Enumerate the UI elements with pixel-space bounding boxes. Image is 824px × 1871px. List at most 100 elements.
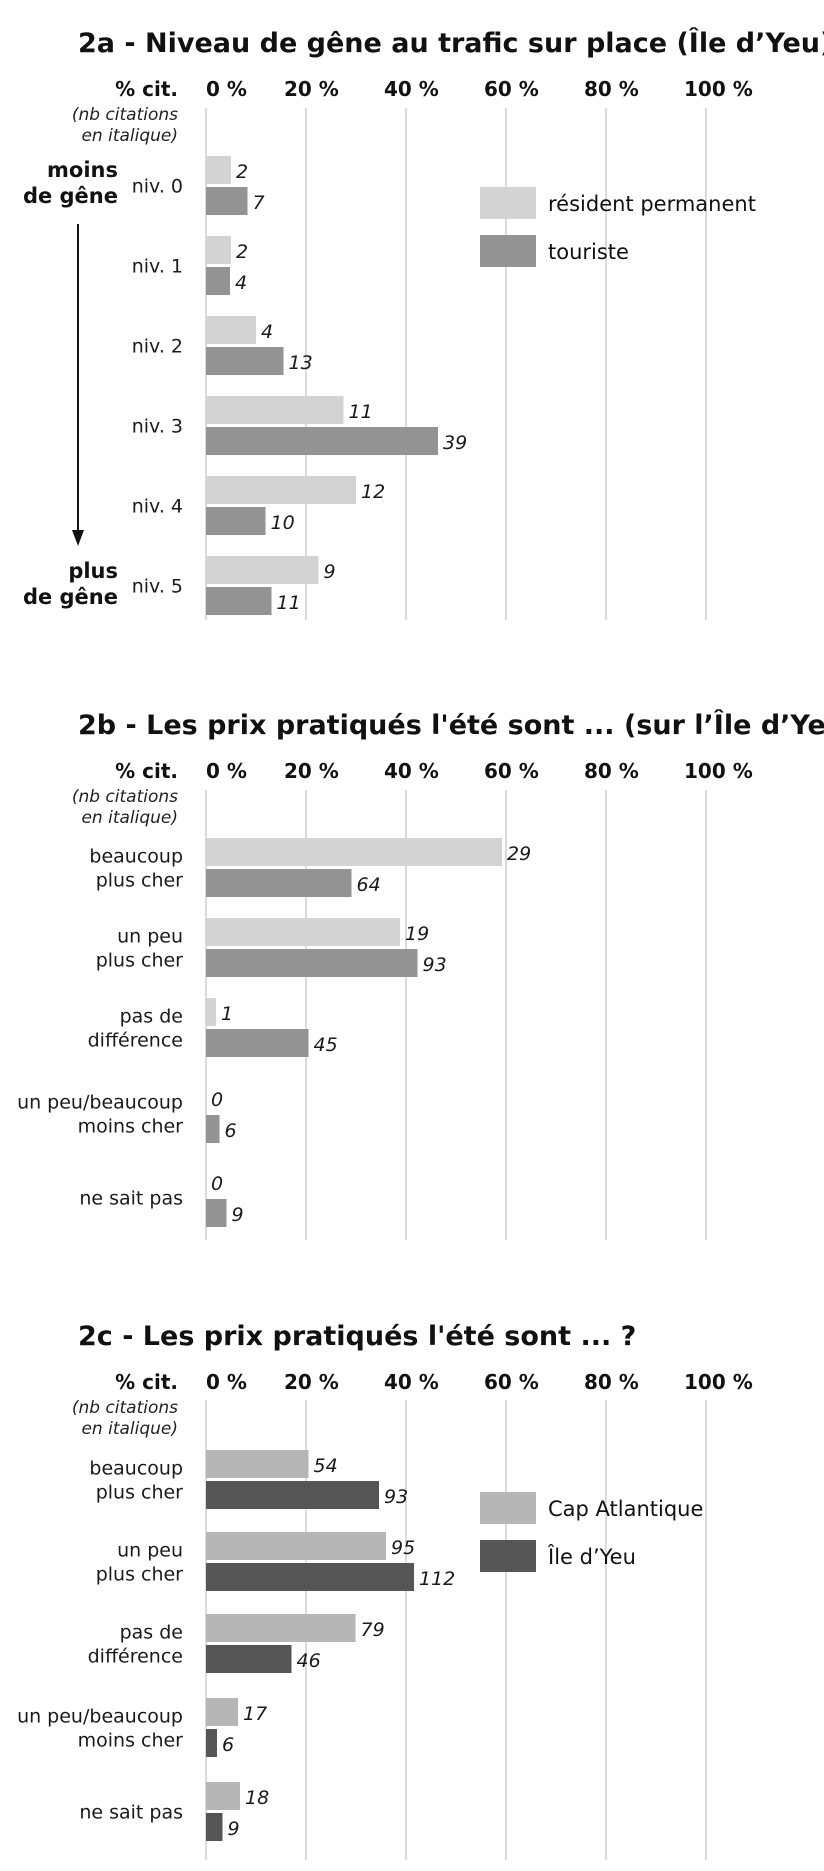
x-tick-label: 20 % — [284, 77, 339, 101]
data-label: 9 — [228, 1818, 240, 1840]
bar — [206, 267, 230, 295]
axis-note: en italique) — [81, 126, 178, 146]
chart-3: 2c - Les prix pratiqués l'été sont ... ?… — [17, 1321, 753, 1860]
bar — [206, 396, 344, 424]
axis-label: % cit. — [115, 759, 178, 783]
axis-label: % cit. — [115, 1370, 178, 1394]
bar — [206, 1199, 227, 1227]
legend-label: résident permanent — [548, 192, 756, 216]
category-label: un peu/beaucoup — [17, 1092, 183, 1114]
data-label: 4 — [261, 321, 273, 343]
legend-swatch — [480, 187, 536, 219]
data-label: 6 — [225, 1120, 237, 1142]
category-label: niv. 2 — [132, 336, 183, 358]
category-label: niv. 3 — [132, 416, 183, 438]
data-label: 93 — [423, 954, 447, 976]
axis-note: en italique) — [81, 808, 178, 828]
axis-label: % cit. — [115, 77, 178, 101]
x-tick-label: 60 % — [484, 1370, 539, 1394]
x-tick-label: 40 % — [384, 759, 439, 783]
legend-label: Île d’Yeu — [547, 1544, 636, 1569]
data-label: 7 — [253, 192, 265, 214]
data-label: 64 — [357, 874, 381, 896]
data-label: 93 — [384, 1486, 408, 1508]
bar — [206, 476, 356, 504]
category-label: un peu — [117, 1540, 183, 1562]
x-tick-label: 0 % — [206, 759, 247, 783]
axis-note: (nb citations — [72, 105, 178, 125]
bar — [206, 1532, 386, 1560]
x-tick-label: 80 % — [584, 77, 639, 101]
bar — [206, 316, 256, 344]
bar — [206, 1614, 356, 1642]
data-label: 0 — [211, 1173, 223, 1195]
data-label: 11 — [349, 401, 373, 423]
data-label: 9 — [324, 561, 336, 583]
category-label: plus cher — [96, 870, 183, 892]
bar — [206, 1698, 238, 1726]
bar — [206, 1029, 309, 1057]
data-label: 6 — [222, 1734, 234, 1756]
bar — [206, 998, 216, 1026]
data-label: 79 — [361, 1619, 385, 1641]
x-tick-label: 100 % — [684, 77, 753, 101]
bar — [206, 556, 319, 584]
bar — [206, 1115, 220, 1143]
category-label: moins cher — [78, 1116, 184, 1138]
legend-swatch — [480, 1492, 536, 1524]
category-label: différence — [88, 1646, 183, 1668]
bar — [206, 1813, 223, 1841]
bar — [206, 427, 438, 455]
x-tick-label: 0 % — [206, 77, 247, 101]
bar — [206, 236, 231, 264]
data-label: 18 — [245, 1787, 269, 1809]
data-label: 112 — [419, 1568, 455, 1590]
category-label: niv. 1 — [132, 256, 183, 278]
bar — [206, 156, 231, 184]
category-label: ne sait pas — [79, 1188, 183, 1210]
category-label: pas de — [120, 1622, 183, 1644]
x-tick-label: 80 % — [584, 759, 639, 783]
data-label: 11 — [277, 592, 301, 614]
bar — [206, 1645, 292, 1673]
category-label: niv. 5 — [132, 576, 183, 598]
chart-title: 2a - Niveau de gêne au trafic sur place … — [78, 27, 824, 59]
x-tick-label: 60 % — [484, 759, 539, 783]
bar — [206, 1450, 309, 1478]
data-label: 1 — [221, 1003, 233, 1025]
side-annotation-top: moins — [47, 158, 118, 182]
category-label: un peu — [117, 926, 183, 948]
bar — [206, 918, 400, 946]
data-label: 19 — [405, 923, 429, 945]
data-label: 39 — [443, 432, 467, 454]
x-tick-label: 40 % — [384, 77, 439, 101]
legend-label: Cap Atlantique — [548, 1497, 703, 1521]
side-annotation-bottom: plus — [68, 559, 118, 583]
data-label: 9 — [232, 1204, 244, 1226]
axis-note: (nb citations — [72, 787, 178, 807]
legend-swatch — [480, 1540, 536, 1572]
category-label: un peu/beaucoup — [17, 1706, 183, 1728]
data-label: 17 — [243, 1703, 267, 1725]
bar — [206, 1729, 217, 1757]
x-tick-label: 40 % — [384, 1370, 439, 1394]
data-label: 2 — [236, 161, 248, 183]
x-tick-label: 80 % — [584, 1370, 639, 1394]
data-label: 13 — [289, 352, 313, 374]
x-tick-label: 60 % — [484, 77, 539, 101]
side-annotation-bottom: de gêne — [23, 585, 118, 609]
category-label: plus cher — [96, 950, 183, 972]
x-tick-label: 100 % — [684, 759, 753, 783]
legend-label: touriste — [548, 240, 629, 264]
category-label: moins cher — [78, 1730, 184, 1752]
x-tick-label: 100 % — [684, 1370, 753, 1394]
side-annotation-top: de gêne — [23, 184, 118, 208]
category-label: beaucoup — [89, 1458, 183, 1480]
data-label: 12 — [361, 481, 385, 503]
category-label: plus cher — [96, 1482, 183, 1504]
category-label: plus cher — [96, 1564, 183, 1586]
category-label: niv. 4 — [132, 496, 183, 518]
data-label: 46 — [297, 1650, 321, 1672]
chart-title: 2b - Les prix pratiqués l'été sont ... (… — [78, 709, 824, 741]
x-tick-label: 0 % — [206, 1370, 247, 1394]
